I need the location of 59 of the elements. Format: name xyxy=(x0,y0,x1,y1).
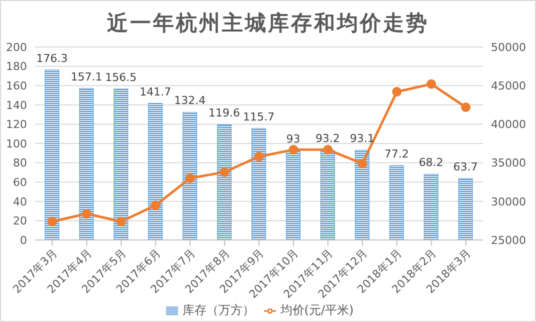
point xyxy=(220,167,230,177)
y-tick-label: 140 xyxy=(6,98,27,112)
point xyxy=(185,173,195,183)
y2-tick-label: 40000 xyxy=(491,118,526,132)
bar xyxy=(182,112,198,240)
data-label: 68.2 xyxy=(418,156,444,170)
legend-label: 均价(元/平米) xyxy=(280,303,354,317)
bar xyxy=(424,174,438,240)
data-label: 132.4 xyxy=(174,94,206,108)
y2-tick-label: 35000 xyxy=(491,156,526,170)
point xyxy=(47,216,57,226)
y-tick-label: 20 xyxy=(13,214,27,228)
data-label: 119.6 xyxy=(208,106,240,120)
bar xyxy=(458,178,473,240)
point xyxy=(150,200,160,210)
data-label: 176.3 xyxy=(36,52,68,65)
point xyxy=(358,158,368,168)
bar xyxy=(320,150,335,240)
point xyxy=(426,79,436,89)
data-label: 156.5 xyxy=(105,70,137,84)
y-tick-label: 80 xyxy=(13,156,27,170)
y-tick-label: 160 xyxy=(6,80,27,93)
point xyxy=(461,102,471,112)
point xyxy=(116,216,126,226)
bar xyxy=(44,70,60,240)
point xyxy=(288,144,298,154)
bar xyxy=(389,165,404,240)
bar xyxy=(217,124,232,240)
data-label: 93.1 xyxy=(350,132,374,146)
y-tick-label: 200 xyxy=(6,40,27,54)
data-label: 77.2 xyxy=(384,148,409,160)
point xyxy=(392,87,402,97)
point xyxy=(254,152,264,162)
y2-tick-label: 45000 xyxy=(491,80,526,93)
data-label: 157.1 xyxy=(70,70,102,84)
chart-title: 近一年杭州主城库存和均价走势 xyxy=(106,10,430,37)
y-tick-label: 0 xyxy=(20,234,27,247)
bar xyxy=(252,128,266,240)
data-label: 93 xyxy=(286,132,300,146)
y-tick-label: 180 xyxy=(6,60,27,74)
data-label: 115.7 xyxy=(243,110,275,124)
bar xyxy=(79,88,94,240)
bar xyxy=(114,88,128,240)
y-tick-label: 120 xyxy=(6,118,27,132)
bar xyxy=(354,150,370,240)
y-tick-label: 60 xyxy=(13,176,27,190)
data-label: 63.7 xyxy=(453,160,478,174)
data-label: 141.7 xyxy=(140,85,172,98)
data-label: 93.2 xyxy=(315,132,340,146)
point xyxy=(82,209,92,218)
y-tick-label: 100 xyxy=(6,137,27,150)
y2-tick-label: 50000 xyxy=(491,40,526,54)
legend-label: 库存（万方） xyxy=(182,303,254,317)
y2-tick-label: 25000 xyxy=(491,234,526,247)
bar xyxy=(286,150,300,240)
y-tick-label: 40 xyxy=(13,195,27,208)
point xyxy=(323,144,333,154)
bar xyxy=(148,103,163,240)
y2-tick-label: 30000 xyxy=(491,195,526,208)
